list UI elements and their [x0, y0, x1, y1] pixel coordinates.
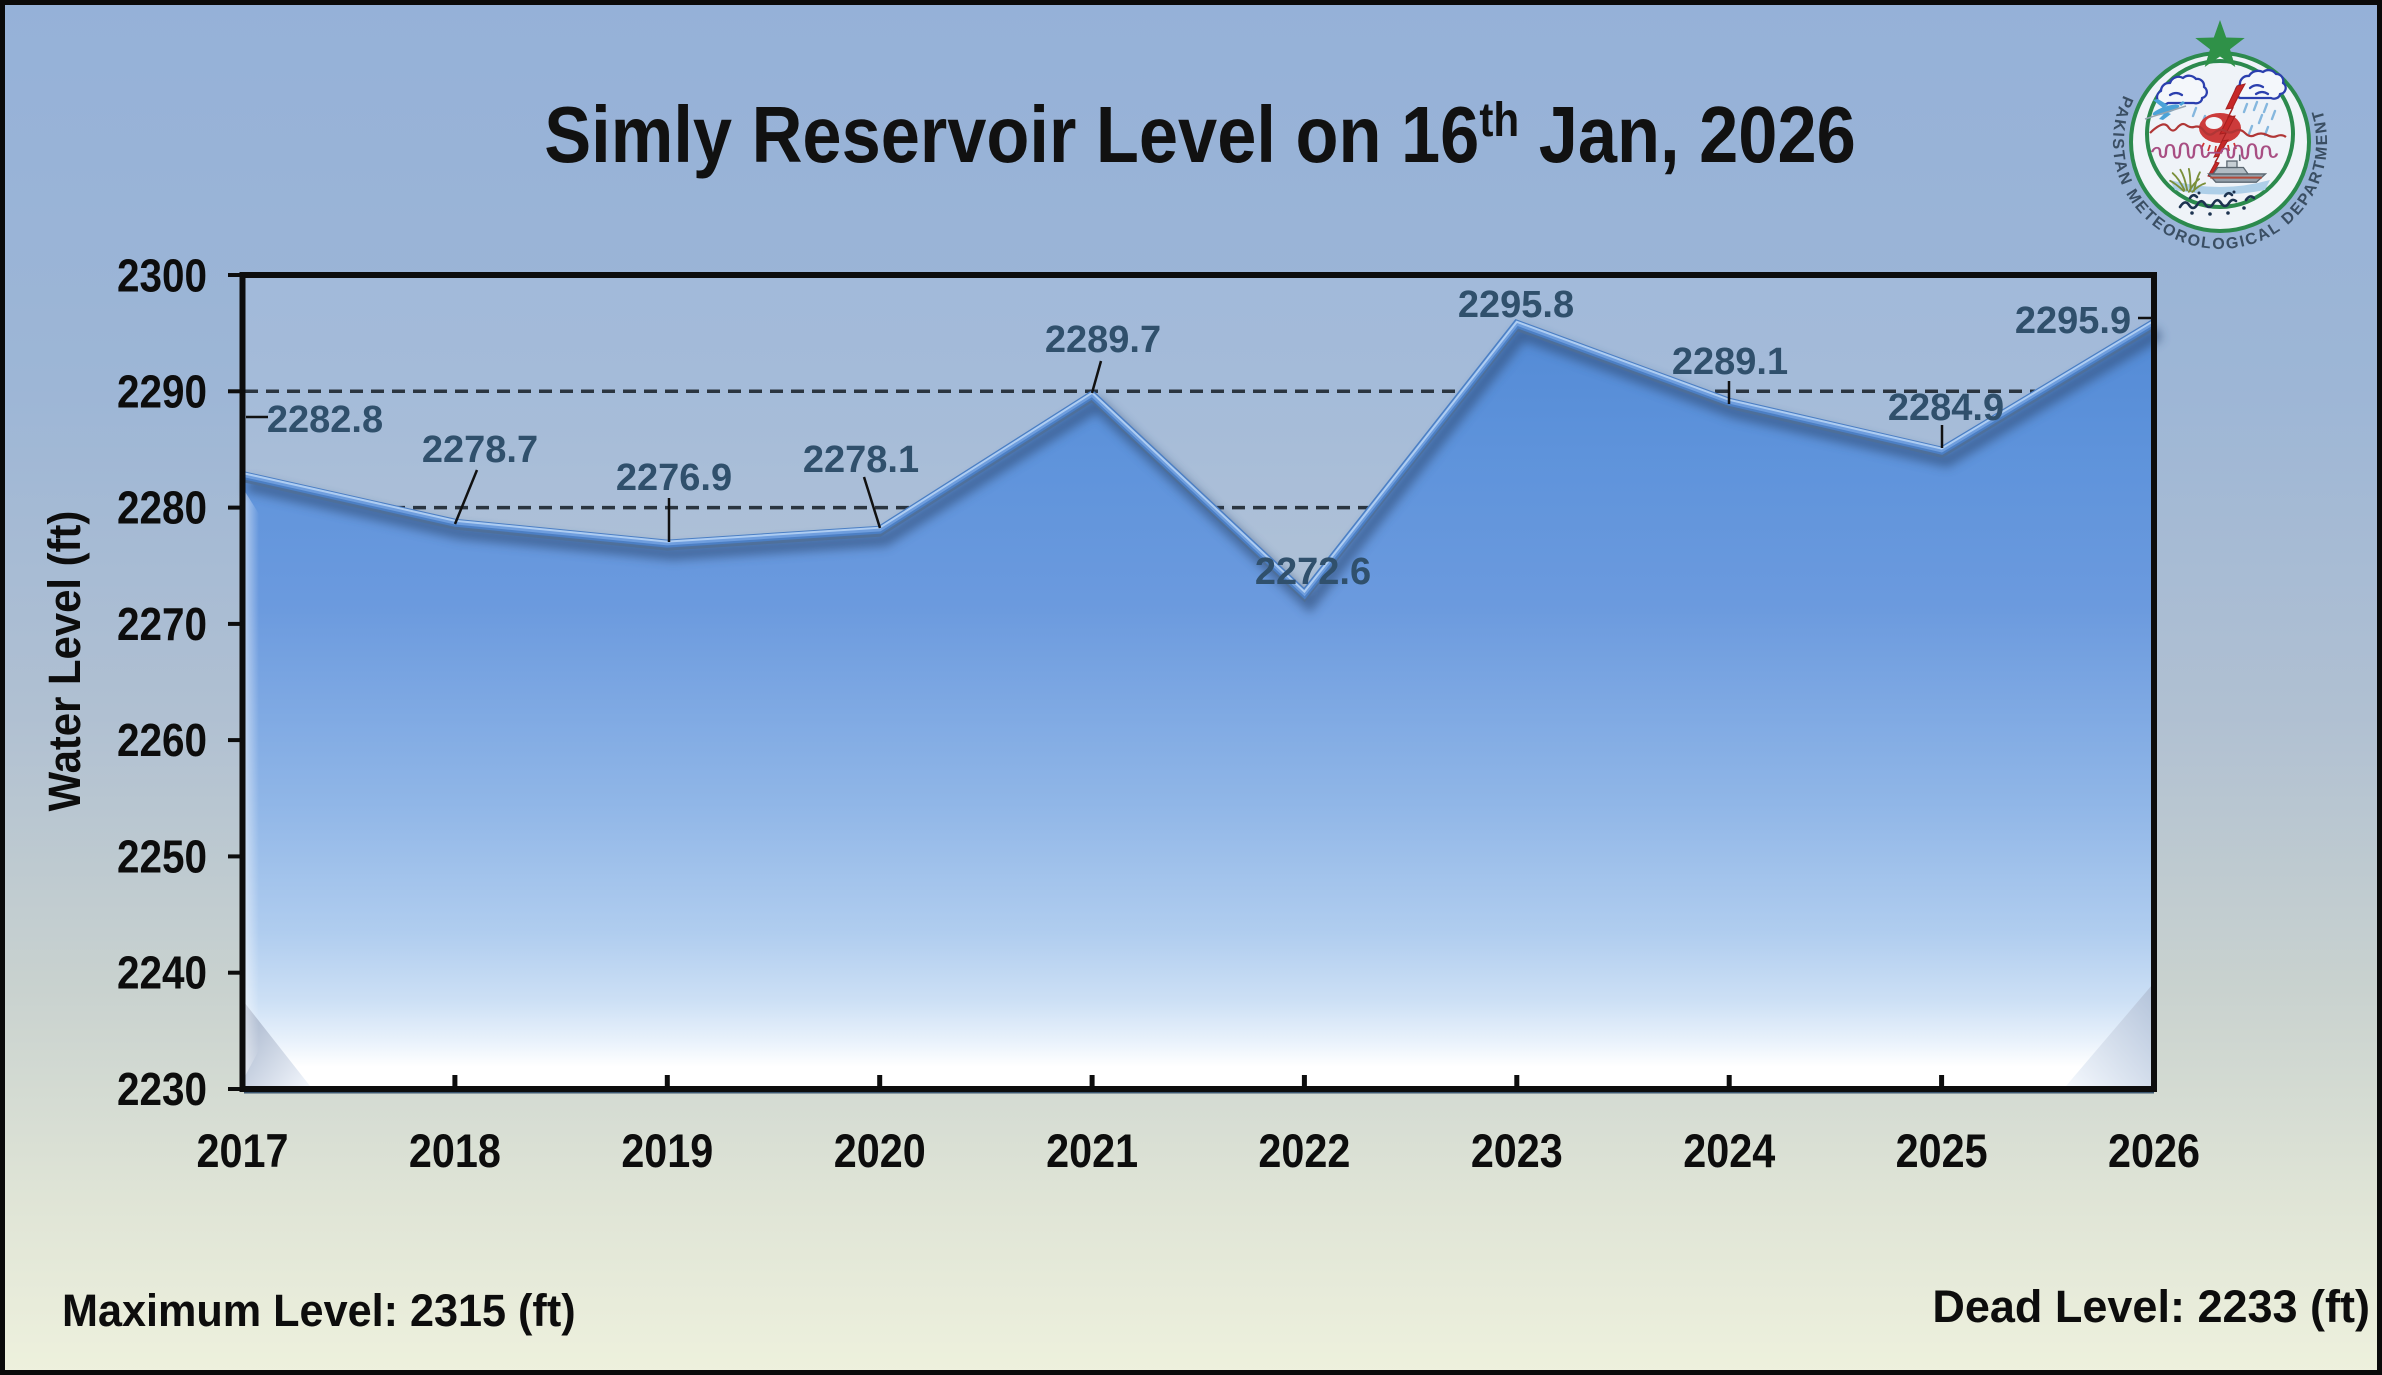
svg-text:2260: 2260 [117, 716, 207, 767]
svg-text:2025: 2025 [1896, 1126, 1988, 1178]
svg-text:2024: 2024 [1683, 1126, 1775, 1178]
svg-text:2278.7: 2278.7 [422, 429, 538, 471]
svg-text:Simly Reservoir Level on 16th: Simly Reservoir Level on 16th Jan, 2026 [544, 90, 1856, 179]
svg-text:2289.1: 2289.1 [1672, 341, 1788, 383]
svg-text:2017: 2017 [197, 1126, 289, 1178]
svg-text:2289.7: 2289.7 [1045, 319, 1161, 361]
svg-text:2019: 2019 [621, 1126, 713, 1178]
svg-text:Water Level (ft): Water Level (ft) [41, 511, 91, 812]
svg-text:2021: 2021 [1046, 1126, 1138, 1178]
svg-text:2272.6: 2272.6 [1255, 551, 1371, 593]
svg-text:2270: 2270 [117, 600, 207, 651]
svg-text:2022: 2022 [1258, 1126, 1350, 1178]
svg-text:Maximum Level: 2315 (ft): Maximum Level: 2315 (ft) [62, 1286, 576, 1336]
svg-text:2282.8: 2282.8 [267, 399, 383, 441]
svg-text:2295.9: 2295.9 [2015, 300, 2131, 342]
svg-text:2300: 2300 [117, 251, 207, 302]
svg-text:2020: 2020 [834, 1126, 926, 1178]
svg-text:2026: 2026 [2108, 1126, 2200, 1178]
svg-text:2280: 2280 [117, 483, 207, 534]
svg-text:2018: 2018 [409, 1126, 501, 1178]
svg-text:2276.9: 2276.9 [616, 457, 732, 499]
svg-text:2278.1: 2278.1 [803, 439, 919, 481]
svg-text:2295.8: 2295.8 [1458, 284, 1574, 326]
svg-text:2284.9: 2284.9 [1888, 387, 2004, 429]
svg-text:2250: 2250 [117, 832, 207, 883]
svg-text:2230: 2230 [117, 1065, 207, 1116]
svg-text:Dead Level: 2233 (ft): Dead Level: 2233 (ft) [1932, 1281, 2370, 1332]
svg-text:2290: 2290 [117, 367, 207, 418]
svg-text:2240: 2240 [117, 948, 207, 999]
svg-text:2023: 2023 [1471, 1126, 1563, 1178]
